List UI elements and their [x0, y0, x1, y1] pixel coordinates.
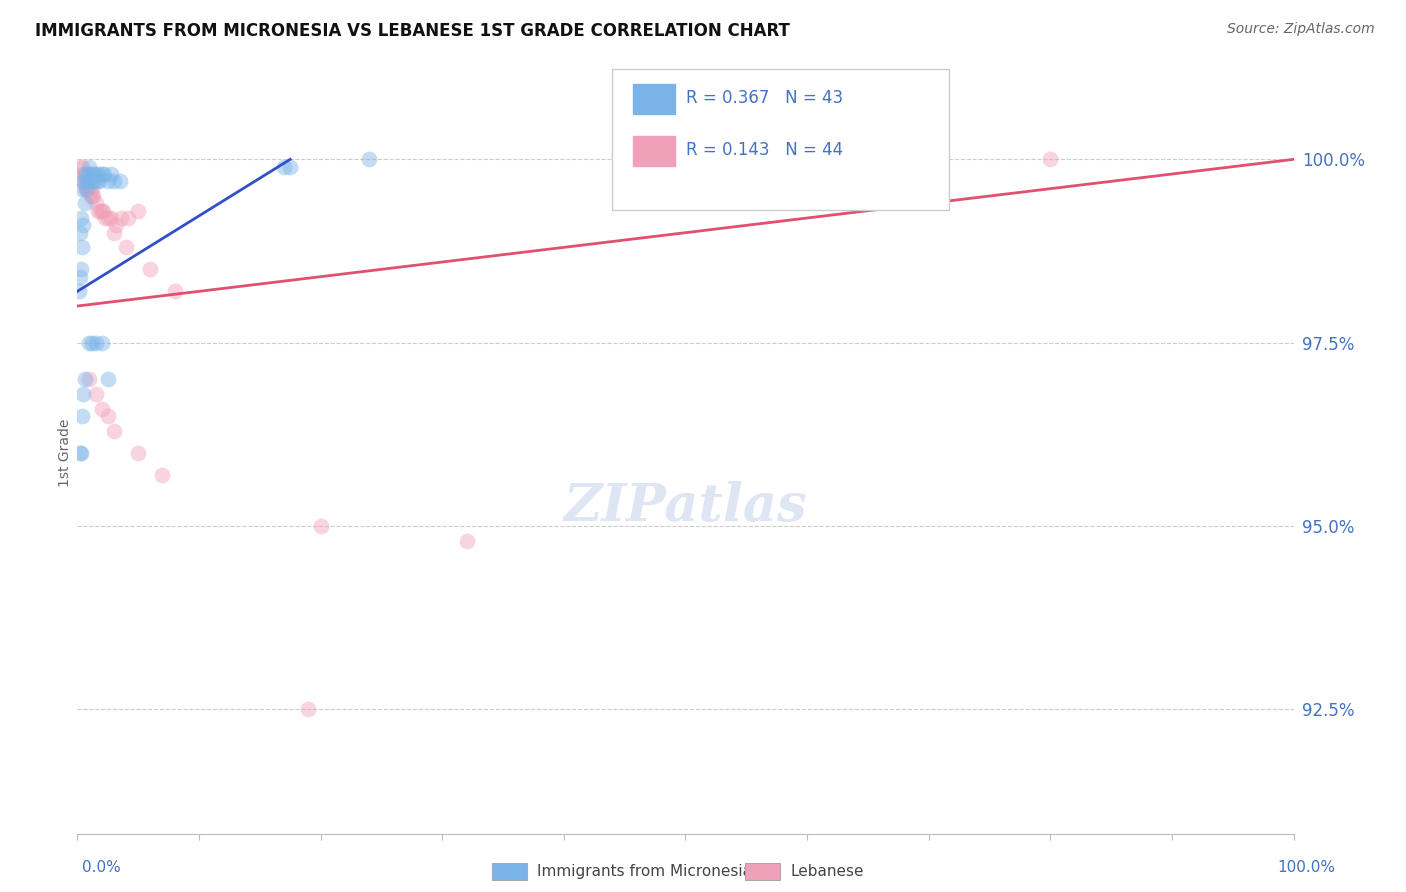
Point [72, 219, 94, 233]
Point [69, 445, 91, 459]
Point [80, 167, 103, 181]
Point [152, 467, 174, 482]
Point [73, 372, 96, 386]
Point [297, 702, 319, 716]
Point [73, 167, 96, 181]
Point [70, 160, 93, 174]
Point [86, 174, 108, 188]
Point [70, 409, 93, 423]
Text: R = 0.143   N = 44: R = 0.143 N = 44 [686, 141, 844, 159]
Point [675, 160, 697, 174]
Point [163, 285, 186, 299]
Point [72, 387, 94, 401]
Point [69, 226, 91, 240]
Point [278, 160, 301, 174]
Point [139, 262, 162, 277]
Point [67, 285, 90, 299]
Point [70, 211, 93, 225]
Point [83, 174, 105, 188]
Text: Source: ZipAtlas.com: Source: ZipAtlas.com [1227, 22, 1375, 37]
Point [70, 160, 93, 174]
Point [79, 174, 101, 188]
Text: ZIPatlas: ZIPatlas [564, 481, 807, 532]
Point [108, 174, 131, 188]
Point [70, 240, 93, 254]
Point [80, 335, 103, 350]
Point [70, 182, 93, 196]
Point [76, 182, 98, 196]
Point [100, 167, 122, 181]
Point [309, 519, 332, 533]
Point [103, 174, 125, 188]
Point [76, 174, 98, 188]
Point [127, 445, 149, 459]
Point [97, 174, 120, 188]
Point [273, 160, 295, 174]
Point [72, 174, 94, 188]
Point [1039, 153, 1062, 167]
Point [97, 372, 120, 386]
Point [69, 269, 91, 284]
Point [79, 182, 101, 196]
Text: Immigrants from Micronesia: Immigrants from Micronesia [537, 864, 752, 879]
Y-axis label: 1st Grade: 1st Grade [58, 418, 72, 487]
Point [89, 174, 111, 188]
Point [84, 387, 107, 401]
Point [90, 167, 112, 181]
Point [359, 153, 381, 167]
Point [80, 189, 103, 203]
Point [70, 167, 93, 181]
Text: 0.0%: 0.0% [82, 861, 121, 875]
Point [72, 174, 94, 188]
Point [105, 219, 128, 233]
Point [82, 167, 104, 181]
Point [77, 182, 100, 196]
Point [103, 424, 125, 438]
Point [90, 401, 112, 416]
Point [70, 445, 93, 459]
Text: R = 0.367   N = 43: R = 0.367 N = 43 [686, 89, 844, 107]
Point [97, 409, 120, 423]
Point [80, 189, 103, 203]
Point [103, 226, 125, 240]
Point [84, 167, 107, 181]
Point [110, 211, 132, 225]
Text: Lebanese: Lebanese [790, 864, 863, 879]
Point [79, 335, 101, 350]
Point [77, 167, 100, 181]
Point [80, 182, 103, 196]
Point [75, 182, 97, 196]
Text: 100.0%: 100.0% [1278, 861, 1336, 875]
Point [456, 533, 478, 548]
Point [76, 174, 98, 188]
Point [117, 211, 139, 225]
Point [90, 335, 112, 350]
Point [80, 174, 103, 188]
Point [84, 196, 107, 211]
Point [87, 167, 110, 181]
Point [97, 211, 120, 225]
Point [70, 262, 93, 277]
Point [75, 182, 97, 196]
Point [84, 335, 107, 350]
Point [127, 203, 149, 218]
Point [100, 211, 122, 225]
Point [87, 203, 110, 218]
Text: IMMIGRANTS FROM MICRONESIA VS LEBANESE 1ST GRADE CORRELATION CHART: IMMIGRANTS FROM MICRONESIA VS LEBANESE 1… [35, 22, 790, 40]
Point [89, 203, 111, 218]
Point [79, 372, 101, 386]
Point [93, 167, 115, 181]
Point [73, 167, 96, 181]
Point [91, 203, 114, 218]
Point [73, 174, 96, 188]
Point [73, 196, 96, 211]
Point [94, 211, 117, 225]
Point [115, 240, 138, 254]
Point [90, 203, 112, 218]
Point [79, 160, 101, 174]
Point [856, 160, 879, 174]
Point [82, 189, 104, 203]
